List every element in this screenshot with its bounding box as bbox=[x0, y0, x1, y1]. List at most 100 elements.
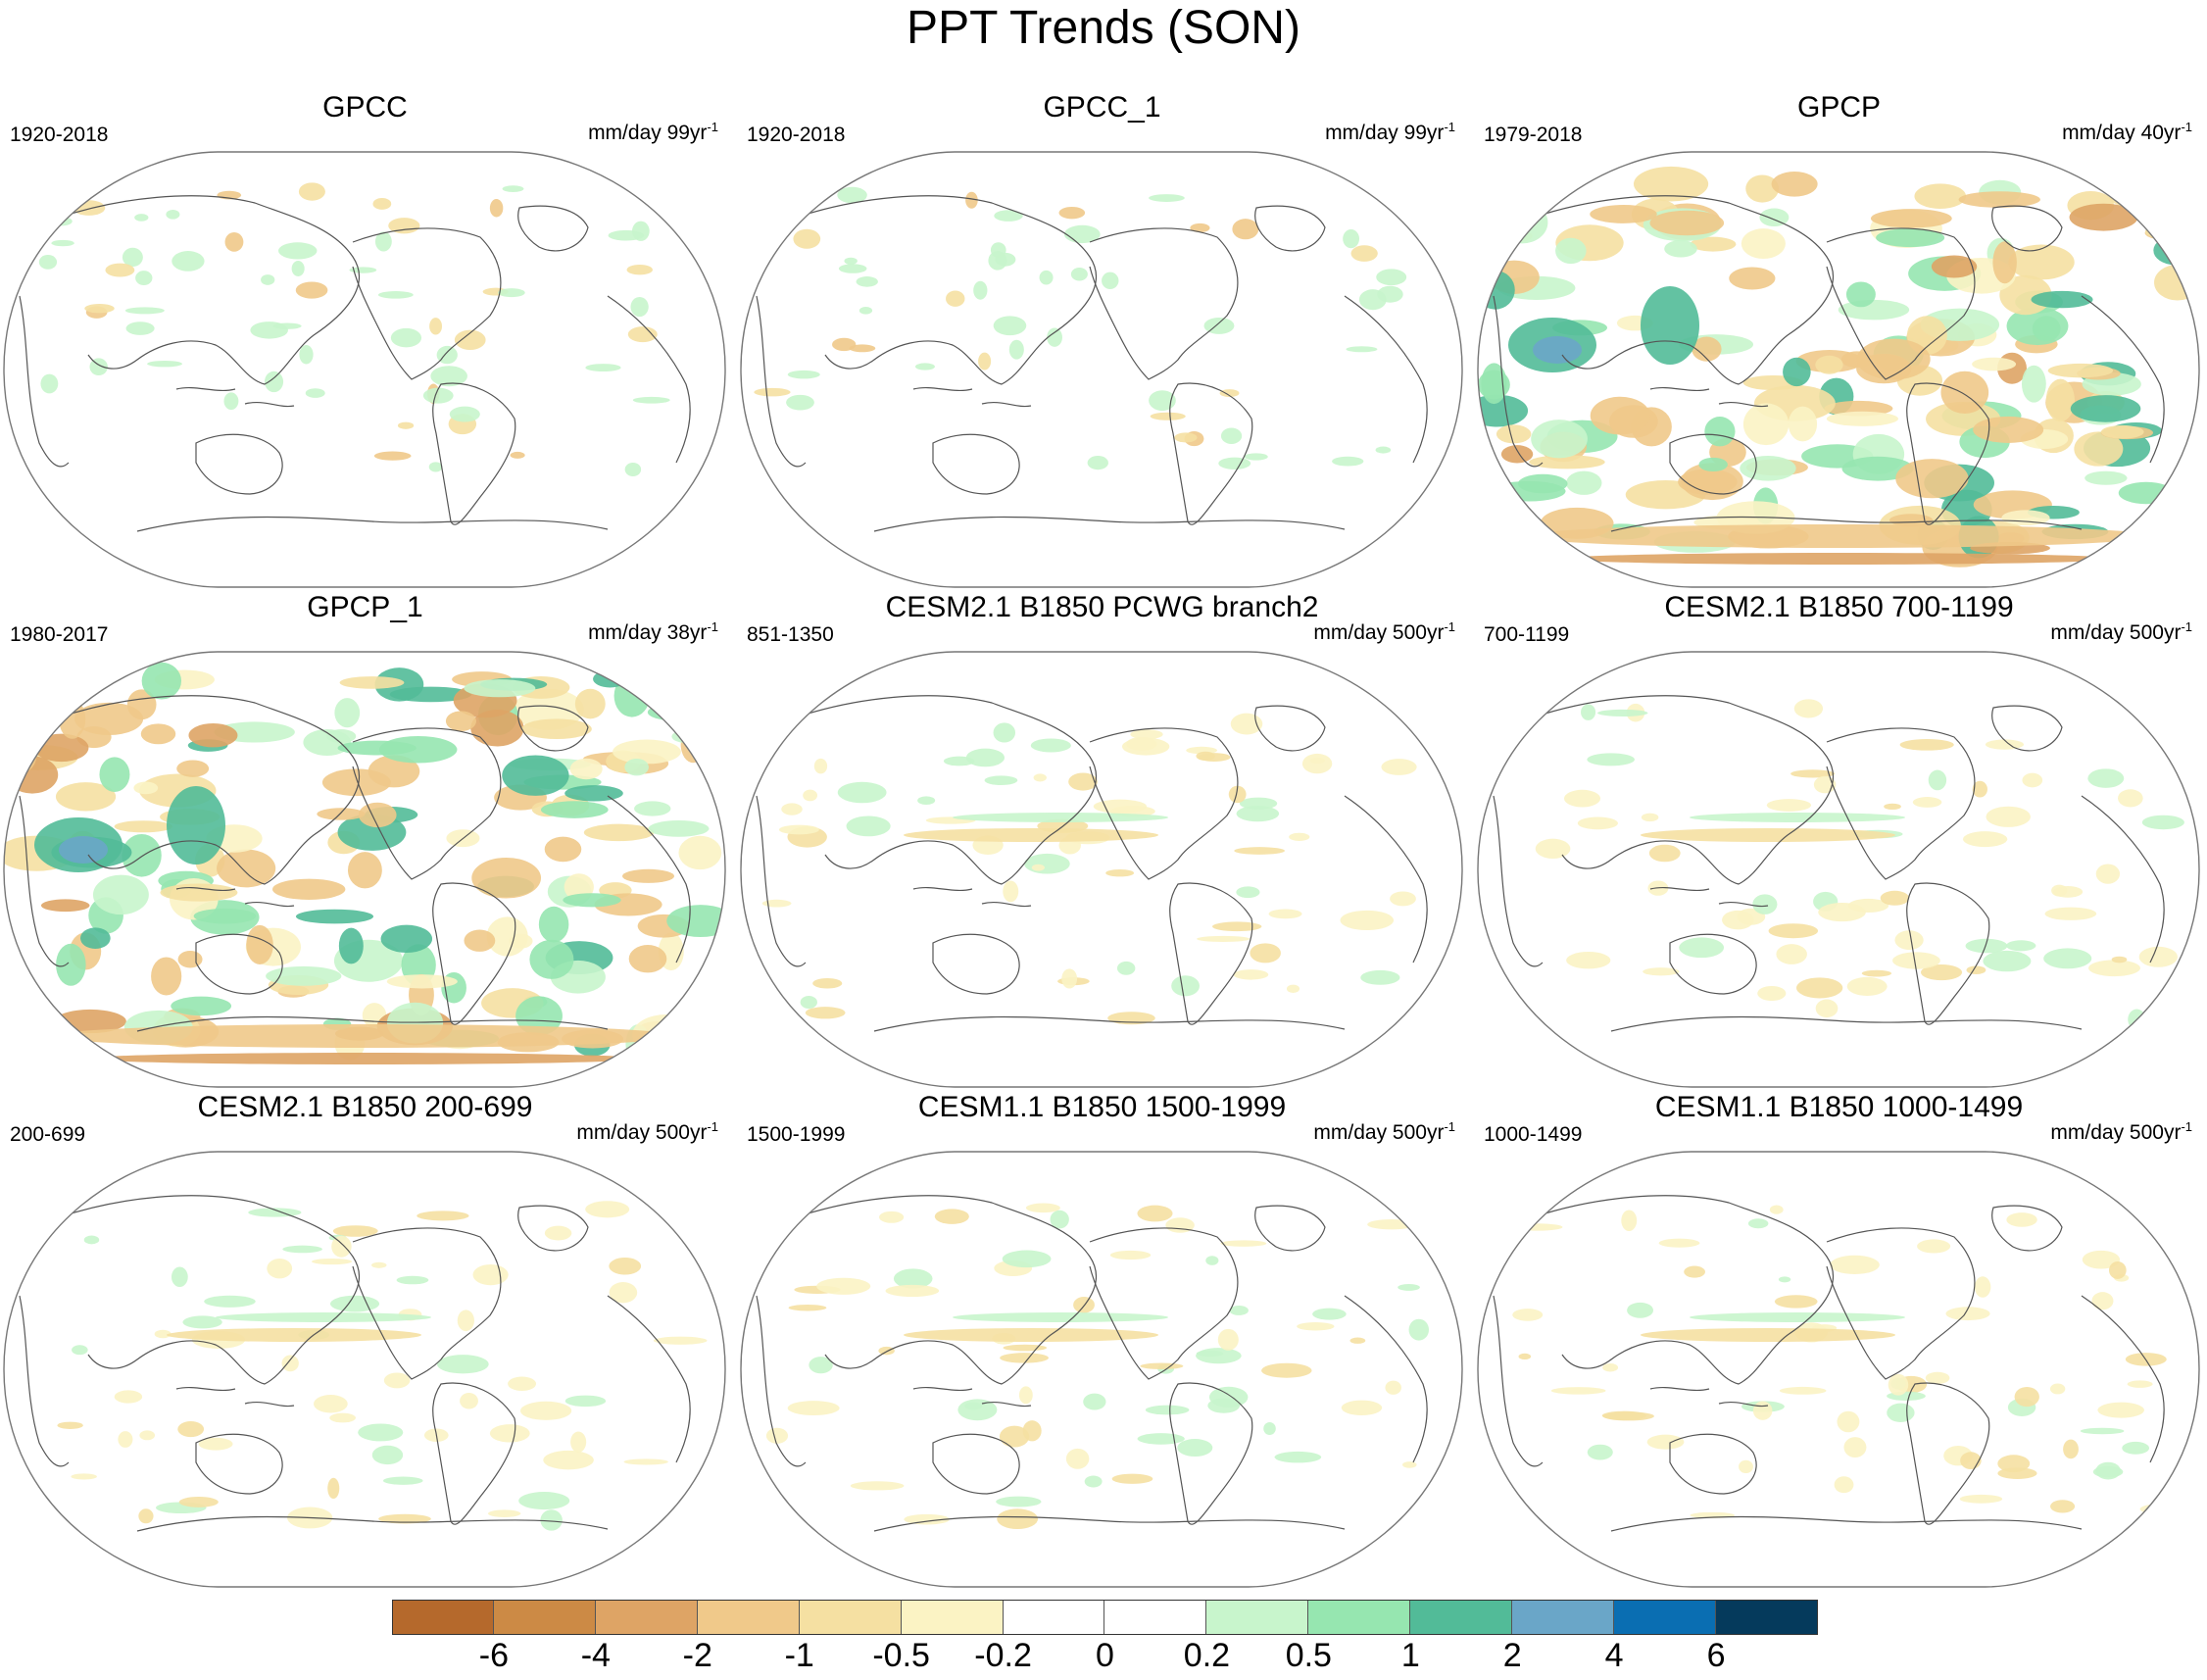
trend-region bbox=[382, 1476, 423, 1485]
trend-region bbox=[2045, 378, 2075, 422]
trend-region bbox=[1888, 1373, 1909, 1396]
trend-region bbox=[40, 899, 90, 913]
trend-region bbox=[1889, 514, 1934, 527]
trend-region bbox=[1815, 999, 1839, 1018]
panel-units-text: mm/day 500yr bbox=[2050, 621, 2182, 644]
coastline bbox=[1169, 382, 1253, 525]
trend-region bbox=[1239, 797, 1278, 810]
trend-region bbox=[2006, 1212, 2037, 1227]
trend-region bbox=[388, 218, 420, 234]
trend-region bbox=[837, 781, 887, 804]
trend-region bbox=[1779, 1386, 1827, 1395]
map-boundary bbox=[740, 651, 1463, 1088]
coastline bbox=[1254, 705, 1326, 752]
trend-region bbox=[856, 276, 878, 287]
trend-region bbox=[1008, 339, 1024, 360]
trend-region bbox=[1116, 961, 1136, 975]
trend-region bbox=[436, 1355, 489, 1374]
trend-region bbox=[1771, 171, 1818, 197]
trend-region bbox=[1479, 174, 1542, 216]
trend-region bbox=[934, 1209, 969, 1224]
colorbar-swatch bbox=[595, 1600, 698, 1635]
world-map bbox=[740, 651, 1463, 1088]
coastline bbox=[58, 195, 360, 385]
trend-region bbox=[1960, 1452, 1982, 1470]
trend-region bbox=[1769, 1205, 1784, 1214]
trend-region bbox=[1047, 327, 1062, 347]
trend-region bbox=[858, 307, 873, 315]
coastline bbox=[1906, 1382, 1990, 1525]
trend-region bbox=[1928, 769, 1947, 791]
trend-region bbox=[1778, 1276, 1791, 1283]
trend-region bbox=[1925, 1371, 1950, 1385]
trend-region bbox=[489, 1424, 530, 1443]
map-boundary bbox=[3, 1151, 726, 1588]
coastline bbox=[2081, 795, 2165, 964]
coastline bbox=[432, 1382, 516, 1525]
trend-region bbox=[498, 288, 525, 298]
trend-region bbox=[2022, 772, 2043, 788]
colorbar-swatch bbox=[1104, 1600, 1207, 1635]
trend-region bbox=[502, 755, 569, 796]
map-panel: GPCP_1 1980-2017 mm/day 38yr-1 bbox=[0, 590, 730, 1088]
trend-region bbox=[1783, 357, 1811, 387]
coastline bbox=[195, 433, 283, 495]
trend-region bbox=[574, 688, 606, 719]
trend-region bbox=[1360, 969, 1400, 985]
trend-region bbox=[997, 1508, 1039, 1530]
colorbar-tick-label: 1 bbox=[1400, 1637, 1420, 1674]
trend-region bbox=[1350, 245, 1378, 262]
trend-region bbox=[1533, 336, 1582, 364]
trend-region bbox=[1033, 773, 1047, 782]
coastline bbox=[1254, 1205, 1326, 1252]
trend-region bbox=[1931, 255, 1978, 278]
trend-region bbox=[1531, 420, 1588, 459]
trend-region bbox=[1815, 355, 1843, 374]
trend-region bbox=[1834, 1476, 1854, 1494]
trend-region bbox=[1525, 524, 2152, 548]
trend-region bbox=[1690, 813, 1905, 822]
trend-region bbox=[124, 307, 165, 315]
trend-region bbox=[585, 364, 621, 372]
trend-region bbox=[1796, 977, 1843, 999]
trend-region bbox=[171, 1266, 188, 1288]
trend-region bbox=[51, 1024, 678, 1048]
trend-region bbox=[1058, 206, 1086, 220]
trend-region bbox=[1581, 704, 1596, 720]
trend-region bbox=[1229, 1306, 1249, 1315]
trend-region bbox=[327, 1477, 340, 1500]
trend-region bbox=[1768, 923, 1819, 939]
trend-region bbox=[188, 722, 238, 748]
trend-region bbox=[325, 729, 357, 744]
trend-region bbox=[1920, 964, 1963, 981]
trend-region bbox=[634, 801, 671, 816]
trend-region bbox=[1149, 194, 1185, 202]
panel-units-text: mm/day 99yr bbox=[1325, 122, 1445, 144]
trend-region bbox=[1894, 930, 1924, 951]
trend-region bbox=[1992, 241, 2017, 284]
trend-region bbox=[1983, 950, 2032, 972]
trend-region bbox=[1236, 805, 1280, 822]
trend-region bbox=[1740, 455, 1796, 481]
map-boundary bbox=[740, 1151, 1463, 1588]
trend-region bbox=[1876, 227, 1945, 248]
trend-region bbox=[793, 228, 821, 249]
trend-region bbox=[502, 185, 524, 192]
colorbar-tick-label: 0.2 bbox=[1183, 1637, 1231, 1674]
trend-region bbox=[544, 1225, 572, 1241]
map-content bbox=[19, 1195, 708, 1532]
trend-region bbox=[1196, 751, 1215, 761]
colorbar-tick-label: 2 bbox=[1502, 1637, 1522, 1674]
trend-region bbox=[472, 1263, 509, 1286]
trend-region bbox=[1030, 738, 1071, 753]
trend-region bbox=[298, 182, 325, 201]
panel-title: CESM2.1 B1850 700-1199 bbox=[1664, 591, 2014, 623]
trend-region bbox=[2118, 789, 2143, 808]
trend-region bbox=[1690, 1312, 1905, 1322]
colorbar: -6 -4 -2 -1 -0.5 -0.2 0 0.2 0.5 1 2 4 6 bbox=[392, 1600, 1818, 1680]
coastline bbox=[607, 295, 691, 464]
coastline bbox=[1493, 1295, 1544, 1467]
trend-region bbox=[1646, 1434, 1685, 1450]
trend-region bbox=[1590, 205, 1657, 223]
coastline bbox=[1532, 195, 1834, 385]
